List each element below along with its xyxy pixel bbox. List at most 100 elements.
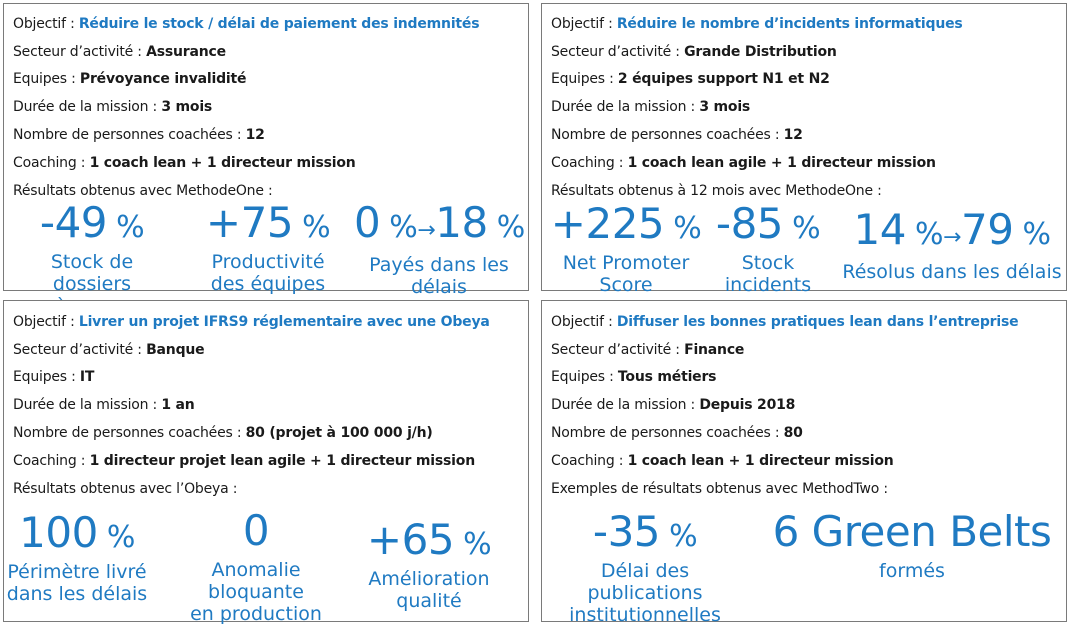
case-card-finance: Objectif : Diffuser les bonnes pratiques… [541, 300, 1067, 626]
objective-row: Objectif : Réduire le stock / délai de p… [13, 15, 480, 33]
metric-caption: Délai des publications institutionnelles [569, 560, 721, 626]
metric-value: +225 % [550, 199, 702, 248]
coached-count-row: Nombre de personnes coachées : 80 [551, 424, 803, 442]
arrow-right-icon: → [943, 225, 961, 250]
teams-value: Tous métiers [617, 369, 717, 385]
sector-value: Assurance [146, 44, 226, 60]
coached-count-label: Nombre de personnes coachées : [551, 425, 784, 441]
sector-label: Secteur d’activité : [551, 44, 685, 60]
coaching-row: Coaching : 1 coach lean + 1 directeur mi… [13, 154, 356, 172]
objective-value: Diffuser les bonnes pratiques lean dans … [616, 314, 1019, 330]
sector-label: Secteur d’activité : [13, 44, 147, 60]
results-label: Résultats obtenus à 12 mois avec Methode… [551, 183, 882, 199]
sector-row: Secteur d’activité : Grande Distribution [551, 43, 837, 61]
results-label: Résultats obtenus avec l’Obeya : [13, 481, 238, 497]
metric-value: 0 %→18 % [354, 198, 525, 247]
metric-delai-publications: -35 % Délai des publications institution… [562, 509, 728, 626]
coached-count-value: 80 (projet à 100 000 j/h) [245, 425, 433, 441]
metric-caption: Résolus dans les délais [842, 261, 1062, 283]
coaching-row: Coaching : 1 coach lean + 1 directeur mi… [551, 452, 894, 470]
metric-productivite: +75 % Productivité des équipes [184, 198, 352, 296]
metric-value: +65 % [366, 515, 492, 564]
coaching-label: Coaching : [13, 453, 90, 469]
sector-row: Secteur d’activité : Finance [551, 341, 744, 359]
metric-value: 14 %→79 % [853, 205, 1051, 254]
coaching-label: Coaching : [13, 155, 90, 171]
metric-caption: Amélioration qualité [368, 568, 490, 612]
coached-count-value: 12 [245, 127, 265, 143]
duration-label: Durée de la mission : [551, 99, 700, 115]
sector-value: Grande Distribution [684, 44, 837, 60]
duration-value: 1 an [161, 397, 195, 413]
objective-row: Objectif : Diffuser les bonnes pratiques… [551, 313, 1019, 331]
coached-count-label: Nombre de personnes coachées : [13, 425, 246, 441]
sector-label: Secteur d’activité : [551, 342, 685, 358]
coached-count-row: Nombre de personnes coachées : 80 (proje… [13, 424, 433, 442]
metric-green-belts: 6 Green Belts formés [764, 507, 1060, 583]
metric-value: -85 % [715, 199, 821, 248]
objective-row: Objectif : Livrer un projet IFRS9 réglem… [13, 313, 490, 331]
coaching-value: 1 coach lean + 1 directeur mission [627, 453, 894, 469]
coaching-value: 1 directeur projet lean agile + 1 direct… [89, 453, 476, 469]
sector-value: Banque [146, 342, 205, 358]
teams-value: 2 équipes support N1 et N2 [617, 71, 830, 87]
objective-label: Objectif : [551, 16, 617, 32]
teams-label: Equipes : [13, 369, 80, 385]
sector-row: Secteur d’activité : Assurance [13, 43, 226, 61]
duration-row: Durée de la mission : Depuis 2018 [551, 396, 795, 414]
results-label: Exemples de résultats obtenus avec Metho… [551, 481, 888, 497]
teams-label: Equipes : [551, 369, 618, 385]
coached-count-value: 12 [783, 127, 803, 143]
objective-label: Objectif : [13, 314, 79, 330]
metric-caption: Périmètre livré dans les délais [6, 561, 148, 605]
sector-row: Secteur d’activité : Banque [13, 341, 205, 359]
sector-label: Secteur d’activité : [13, 342, 147, 358]
metric-perimetre-livre: 100 % Périmètre livré dans les délais [4, 508, 150, 606]
metric-stock-incidents: -85 % Stock incidents [712, 199, 824, 297]
duration-value: 3 mois [699, 99, 751, 115]
duration-label: Durée de la mission : [13, 397, 162, 413]
coached-count-label: Nombre de personnes coachées : [551, 127, 784, 143]
teams-row: Equipes : 2 équipes support N1 et N2 [551, 70, 830, 88]
coached-count-value: 80 [783, 425, 803, 441]
metric-value: +75 % [205, 198, 331, 247]
metric-caption: Stock incidents [724, 252, 812, 296]
coached-count-row: Nombre de personnes coachées : 12 [13, 126, 265, 144]
duration-value: 3 mois [161, 99, 213, 115]
metric-value: 100 % [19, 508, 135, 557]
metric-net-promoter-score: +225 % Net Promoter Score [546, 199, 706, 297]
objective-row: Objectif : Réduire le nombre d’incidents… [551, 15, 963, 33]
metric-caption: formés [879, 560, 945, 582]
duration-label: Durée de la mission : [13, 99, 162, 115]
case-card-banque: Objectif : Livrer un projet IFRS9 réglem… [3, 300, 529, 626]
metric-anomalie-bloquante: 0 Anomalie bloquante en production [176, 506, 336, 626]
metric-caption: Payés dans les délais [369, 254, 509, 298]
metric-value: -49 % [39, 198, 145, 247]
coaching-value: 1 coach lean agile + 1 directeur mission [627, 155, 936, 171]
teams-value: Prévoyance invalidité [79, 71, 247, 87]
duration-row: Durée de la mission : 3 mois [13, 98, 212, 116]
teams-value: IT [79, 369, 95, 385]
coached-count-row: Nombre de personnes coachées : 12 [551, 126, 803, 144]
coaching-value: 1 coach lean + 1 directeur mission [89, 155, 356, 171]
metric-value: -35 % [592, 507, 698, 556]
teams-row: Equipes : Prévoyance invalidité [13, 70, 246, 88]
duration-value: Depuis 2018 [699, 397, 796, 413]
duration-row: Durée de la mission : 3 mois [551, 98, 750, 116]
case-card-assurance: Objectif : Réduire le stock / délai de p… [3, 3, 529, 317]
results-label: Résultats obtenus avec MethodeOne : [13, 183, 273, 199]
case-card-distribution: Objectif : Réduire le nombre d’incidents… [541, 3, 1067, 296]
metric-caption: Net Promoter Score [562, 252, 690, 296]
coaching-row: Coaching : 1 directeur projet lean agile… [13, 452, 475, 470]
objective-value: Livrer un projet IFRS9 réglementaire ave… [78, 314, 490, 330]
objective-label: Objectif : [13, 16, 79, 32]
duration-label: Durée de la mission : [551, 397, 700, 413]
metric-payes-delais: 0 %→18 % Payés dans les délais [354, 198, 525, 299]
teams-row: Equipes : Tous métiers [551, 368, 717, 386]
metric-value: 6 Green Belts [772, 507, 1052, 556]
metric-caption: Productivité des équipes [210, 251, 326, 295]
teams-label: Equipes : [551, 71, 618, 87]
metric-value: 0 [242, 506, 270, 555]
coaching-row: Coaching : 1 coach lean agile + 1 direct… [551, 154, 936, 172]
metric-resolus-delais: 14 %→79 % Résolus dans les délais [838, 205, 1066, 284]
